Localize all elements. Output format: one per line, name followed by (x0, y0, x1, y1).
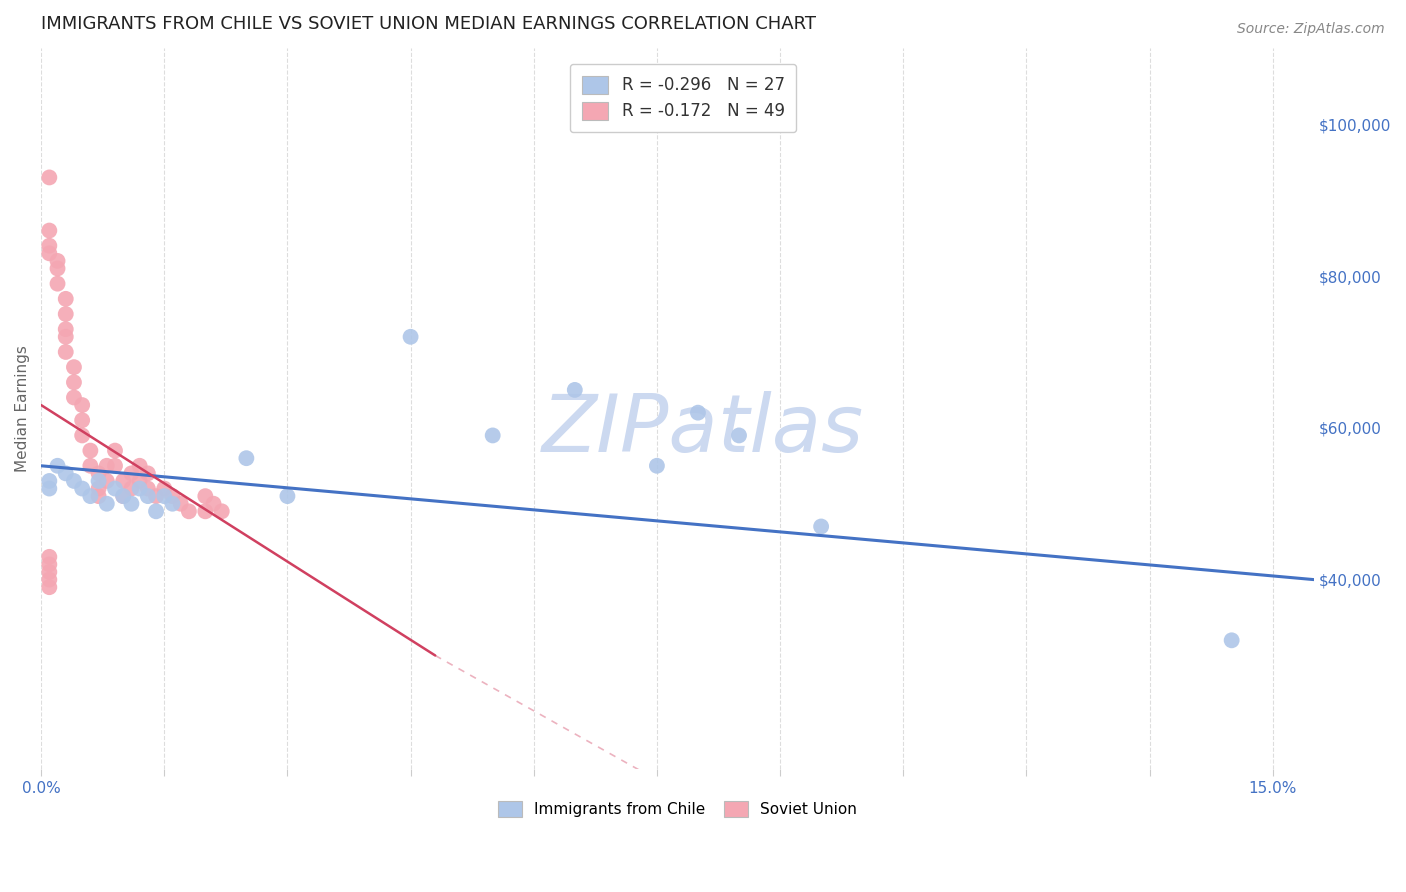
Point (87, 474, 110, 488)
Point (399, 330, 422, 344)
Point (120, 497, 142, 511)
Point (87, 467, 110, 481)
Point (153, 489, 176, 503)
Point (136, 467, 159, 481)
Point (63, 391, 86, 405)
Point (46, 458, 69, 473)
Point (63, 474, 86, 488)
Point (46, 253, 69, 268)
Point (120, 467, 142, 481)
Point (70, 428, 93, 442)
Point (55, 292, 77, 306)
Point (162, 489, 184, 503)
Point (162, 497, 184, 511)
Point (79, 489, 101, 503)
Point (728, 428, 751, 442)
Point (38, 170, 60, 185)
Point (70, 398, 93, 412)
Point (564, 383, 586, 397)
Point (70, 482, 93, 496)
Point (128, 482, 150, 496)
Point (38, 474, 60, 488)
Point (112, 474, 135, 488)
Point (38, 238, 60, 252)
Y-axis label: Median Earnings: Median Earnings (15, 345, 30, 472)
Point (211, 504, 233, 518)
Legend: Immigrants from Chile, Soviet Union: Immigrants from Chile, Soviet Union (488, 791, 866, 827)
Point (810, 519, 832, 533)
Point (112, 489, 135, 503)
Point (112, 489, 135, 503)
Point (96, 458, 118, 473)
Point (38, 549, 60, 564)
Point (104, 443, 127, 458)
Point (96, 474, 118, 488)
Point (136, 482, 159, 496)
Point (194, 504, 217, 518)
Point (70, 413, 93, 427)
Point (235, 451, 257, 466)
Point (104, 458, 127, 473)
Point (55, 307, 77, 321)
Point (55, 330, 77, 344)
Point (276, 489, 298, 503)
Point (79, 458, 101, 473)
Text: Source: ZipAtlas.com: Source: ZipAtlas.com (1237, 22, 1385, 37)
Point (194, 489, 217, 503)
Point (128, 458, 150, 473)
Point (87, 489, 110, 503)
Point (46, 261, 69, 276)
Point (153, 482, 176, 496)
Text: ZIPatlas: ZIPatlas (541, 392, 863, 469)
Point (38, 580, 60, 594)
Text: IMMIGRANTS FROM CHILE VS SOVIET UNION MEDIAN EARNINGS CORRELATION CHART: IMMIGRANTS FROM CHILE VS SOVIET UNION ME… (41, 15, 815, 33)
Point (481, 428, 503, 442)
Point (104, 482, 127, 496)
Point (38, 565, 60, 579)
Point (63, 360, 86, 375)
Point (55, 345, 77, 359)
Point (136, 489, 159, 503)
Point (38, 223, 60, 237)
Point (145, 489, 167, 503)
Point (38, 246, 60, 260)
Point (38, 573, 60, 587)
Point (145, 504, 167, 518)
Point (120, 482, 142, 496)
Point (1220, 633, 1243, 648)
Point (96, 497, 118, 511)
Point (55, 322, 77, 336)
Point (63, 376, 86, 390)
Point (46, 277, 69, 291)
Point (128, 474, 150, 488)
Point (55, 467, 77, 481)
Point (38, 558, 60, 572)
Point (38, 482, 60, 496)
Point (79, 443, 101, 458)
Point (177, 504, 200, 518)
Point (686, 406, 709, 420)
Point (87, 482, 110, 496)
Point (170, 497, 193, 511)
Point (645, 458, 668, 473)
Point (202, 497, 225, 511)
